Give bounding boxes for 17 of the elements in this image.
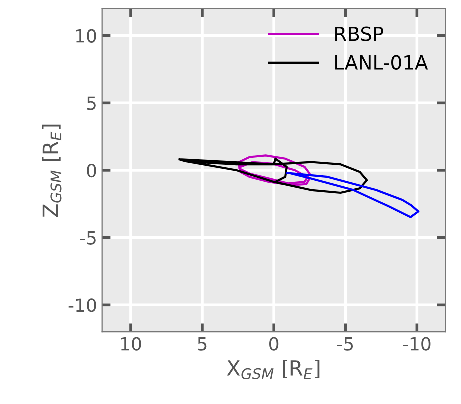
legend-label: LANL-01A <box>336 55 428 70</box>
y-tick-label: 0 <box>87 164 96 178</box>
y-tick-label: 10 <box>76 29 96 43</box>
x-tick-label: 5 <box>198 338 207 351</box>
x-tick-label: -10 <box>403 337 431 351</box>
y-tick-label: 5 <box>87 96 96 110</box>
x-tick-label: 0 <box>270 337 279 351</box>
line-series <box>286 172 420 218</box>
y-axis-title: Z$_{GSM}$ [R$_{E}$] <box>42 124 62 218</box>
legend-label: RBSP <box>336 26 384 42</box>
x-tick-label: -5 <box>338 338 354 351</box>
y-tick-label: -5 <box>80 232 96 245</box>
x-tick-label: 10 <box>121 337 142 351</box>
x-axis-title: X$_{GSM}$ [R$_{E}$] <box>227 360 320 380</box>
line-series <box>178 158 368 194</box>
line-series <box>238 154 311 186</box>
y-tick-label: -10 <box>68 298 96 312</box>
